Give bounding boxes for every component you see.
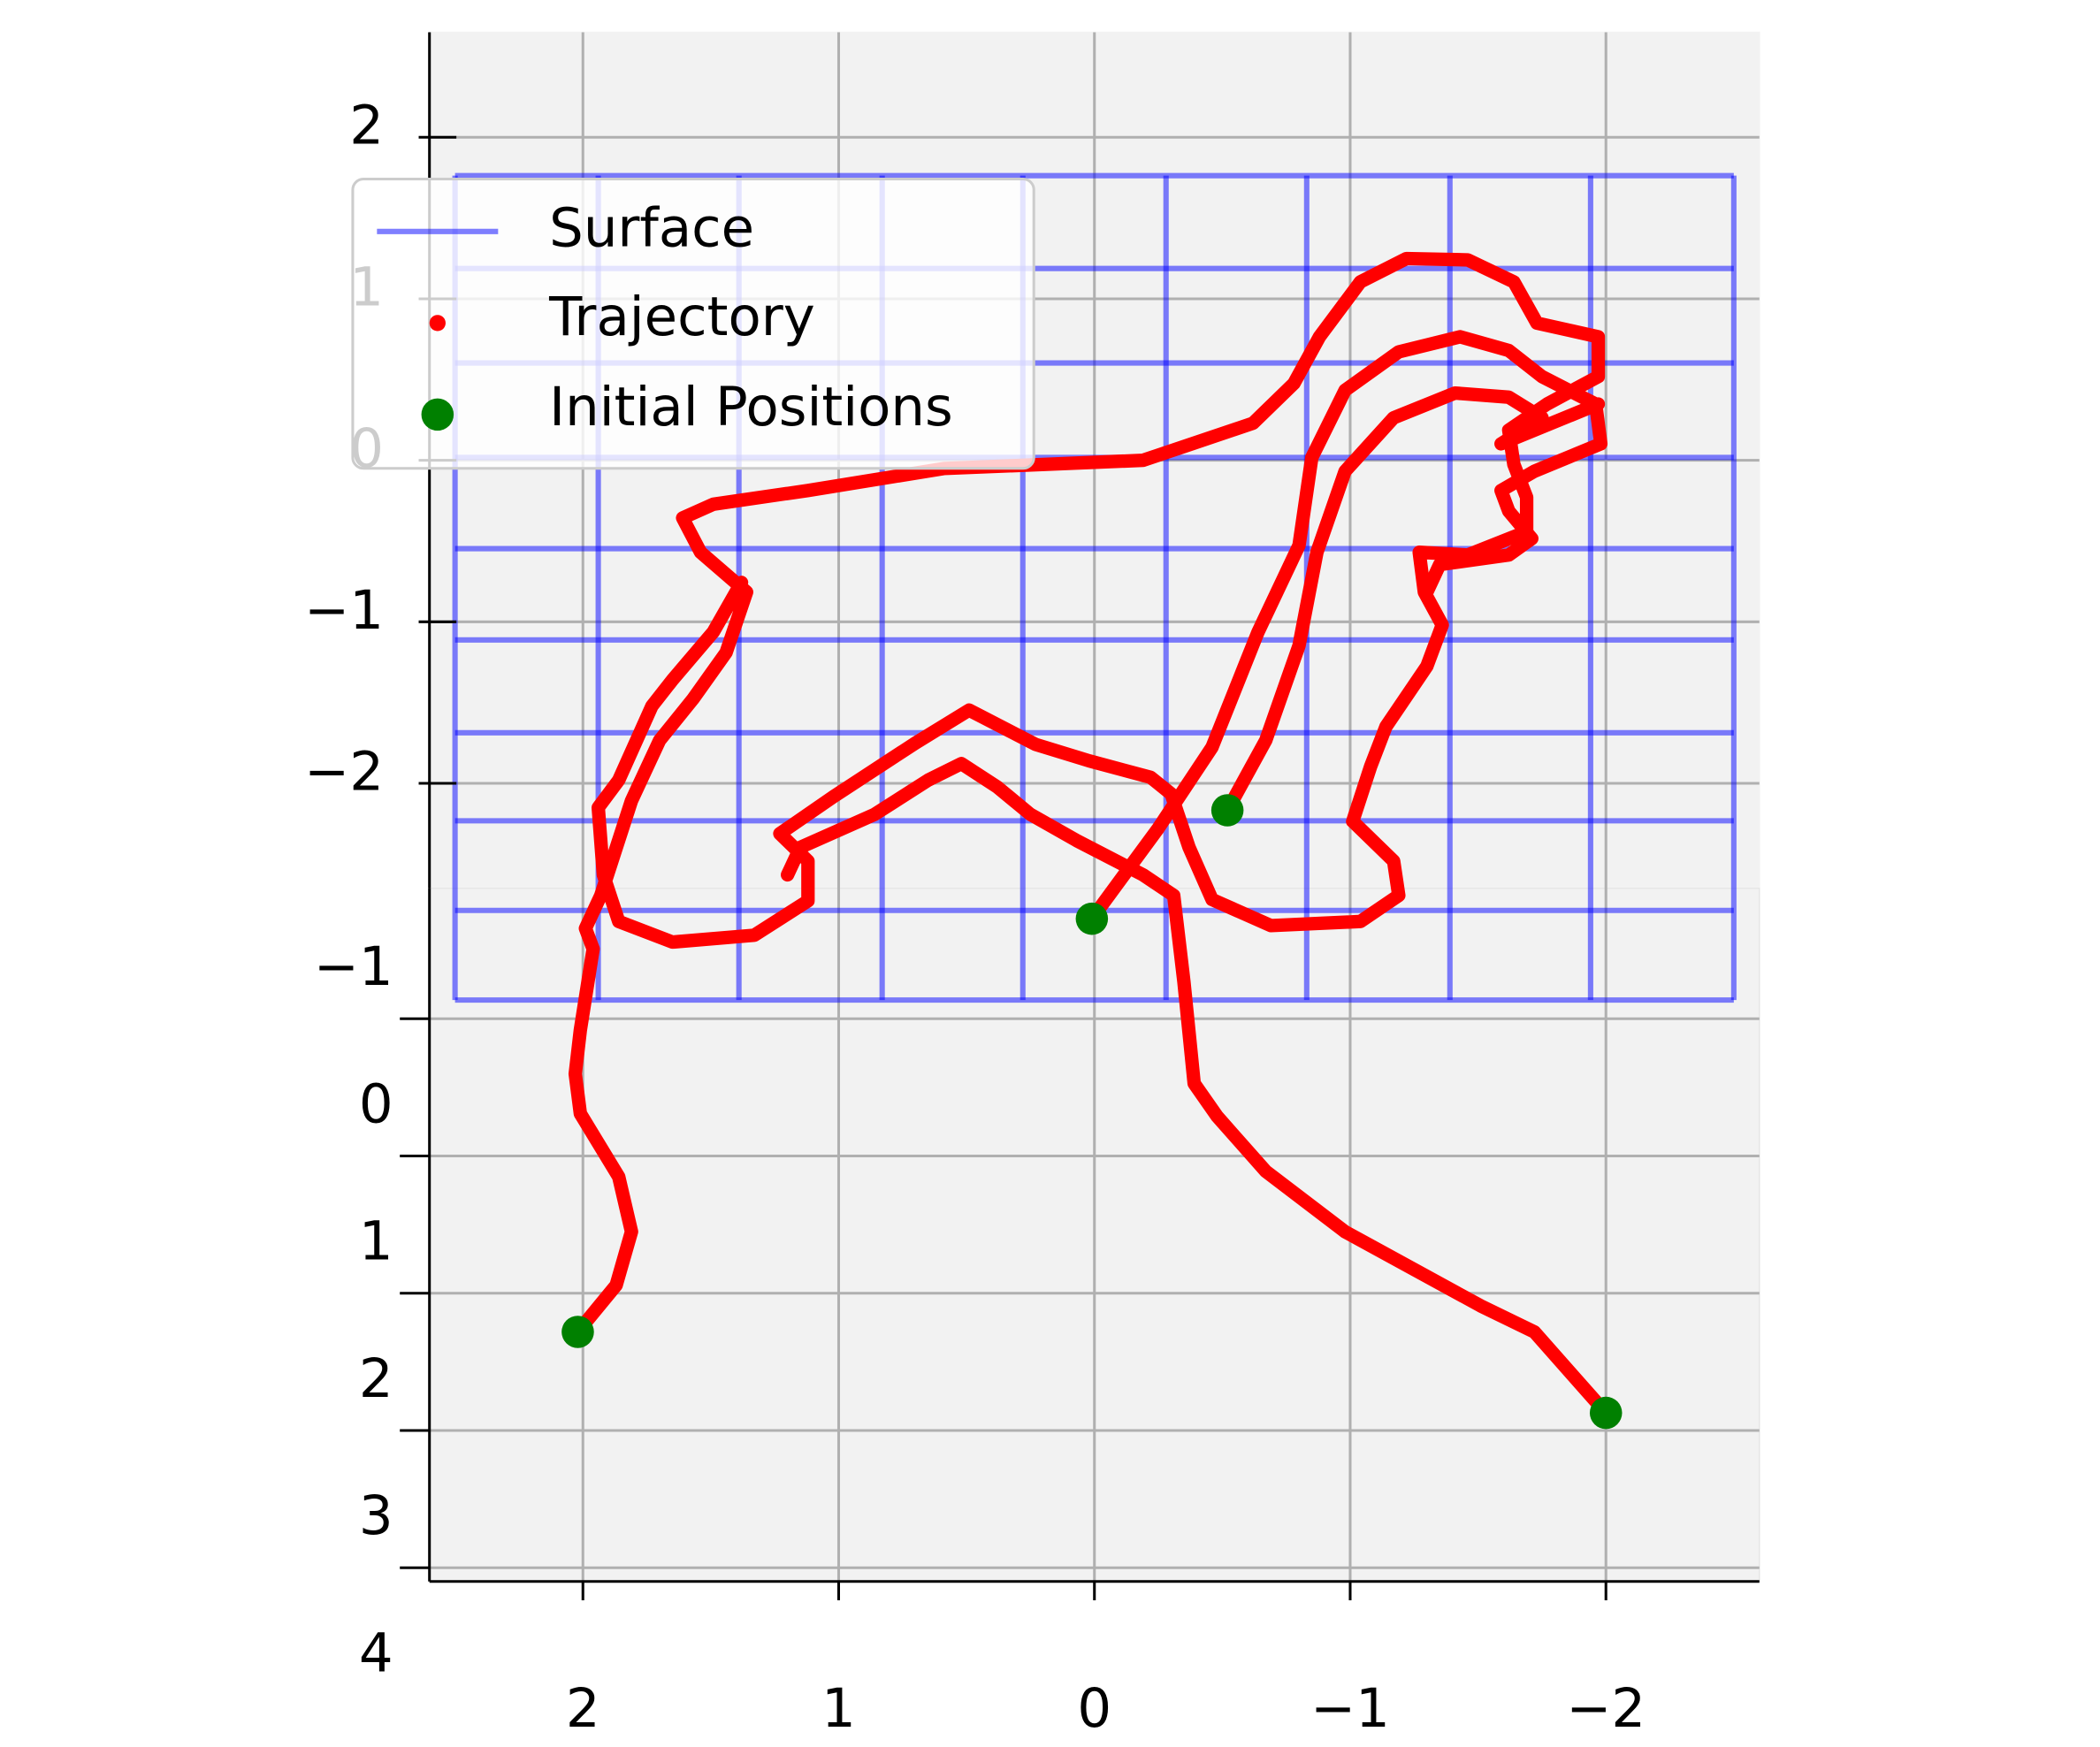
x-tick-label: 2	[566, 1677, 600, 1740]
trajectory	[781, 757, 1613, 1420]
y-tick-label: 4	[359, 1621, 393, 1684]
z-tick-label: 2	[349, 95, 384, 157]
x-tick-label: 0	[1077, 1677, 1111, 1740]
y-tick-label: 2	[359, 1347, 393, 1410]
trajectory	[1085, 330, 1608, 926]
z-tick-label: −2	[304, 740, 384, 803]
legend-label: Surface	[549, 196, 754, 259]
x-tick-label: −1	[1310, 1677, 1390, 1740]
legend-swatch	[429, 315, 446, 332]
y-tick-label: 1	[359, 1210, 393, 1273]
legend-box	[351, 177, 1035, 470]
legend-label: Trajectory	[548, 286, 815, 348]
legend-swatch	[421, 398, 454, 431]
initial-position	[1210, 794, 1244, 827]
initial-position	[1075, 902, 1109, 935]
trajectory	[1220, 385, 1606, 818]
legend: Surface Trajectory Initial Positions	[351, 177, 1035, 470]
x-tick-label: −2	[1566, 1677, 1646, 1740]
y-tick-label: −1	[314, 935, 393, 998]
z-tick-label: −1	[304, 579, 384, 642]
x-tick-label: 1	[821, 1677, 856, 1740]
initial-position	[561, 1316, 594, 1348]
initial-position	[1589, 1396, 1623, 1430]
y-tick-label: 0	[359, 1072, 393, 1135]
y-tick-label: 3	[359, 1484, 393, 1547]
legend-label: Initial Positions	[549, 376, 953, 439]
